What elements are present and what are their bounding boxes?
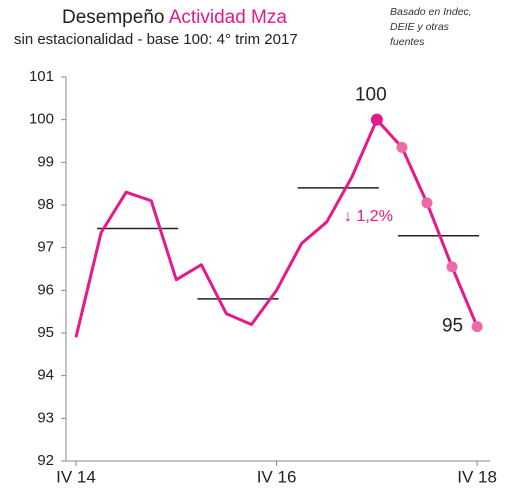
point: [421, 197, 433, 209]
y-tick-label: 99: [37, 153, 54, 170]
title-text: Desempeño: [62, 7, 164, 28]
data-label: 95: [442, 316, 463, 337]
note-line: DEIE y otras: [390, 21, 450, 33]
y-tick-label: 101: [29, 68, 54, 85]
y-tick-label: 96: [37, 281, 54, 298]
chart-title: Desempeño Actividad Mza: [62, 7, 287, 28]
x-tick-label: IV 14: [56, 467, 96, 486]
series-line: [74, 118, 479, 338]
x-tick-label: IV 16: [257, 467, 297, 486]
x-tick-label: IV 18: [457, 467, 497, 486]
subtitle: sin estacionalidad - base 100: 4° trim 2…: [14, 31, 298, 48]
y-tick-label: 94: [37, 367, 54, 384]
y-tick-label: 98: [37, 196, 54, 213]
y-tick-label: 93: [37, 409, 54, 426]
point: [471, 321, 483, 333]
y-tick-label: 95: [37, 324, 54, 341]
point: [446, 261, 458, 273]
y-tick-label: 97: [37, 239, 54, 256]
y-tick-label: 92: [37, 452, 54, 469]
annotation: ↓ 1,2%: [344, 208, 393, 225]
point: [396, 141, 408, 153]
y-tick-label: 100: [29, 111, 54, 128]
note: Basado en Indec, DEIE y otras fuentes: [390, 6, 472, 48]
note-line: fuentes: [390, 36, 425, 48]
title-highlight: Actividad Mza: [169, 7, 288, 28]
point: [370, 113, 383, 126]
data-label: 100: [355, 85, 387, 106]
note-line: Basado en Indec,: [390, 6, 472, 18]
